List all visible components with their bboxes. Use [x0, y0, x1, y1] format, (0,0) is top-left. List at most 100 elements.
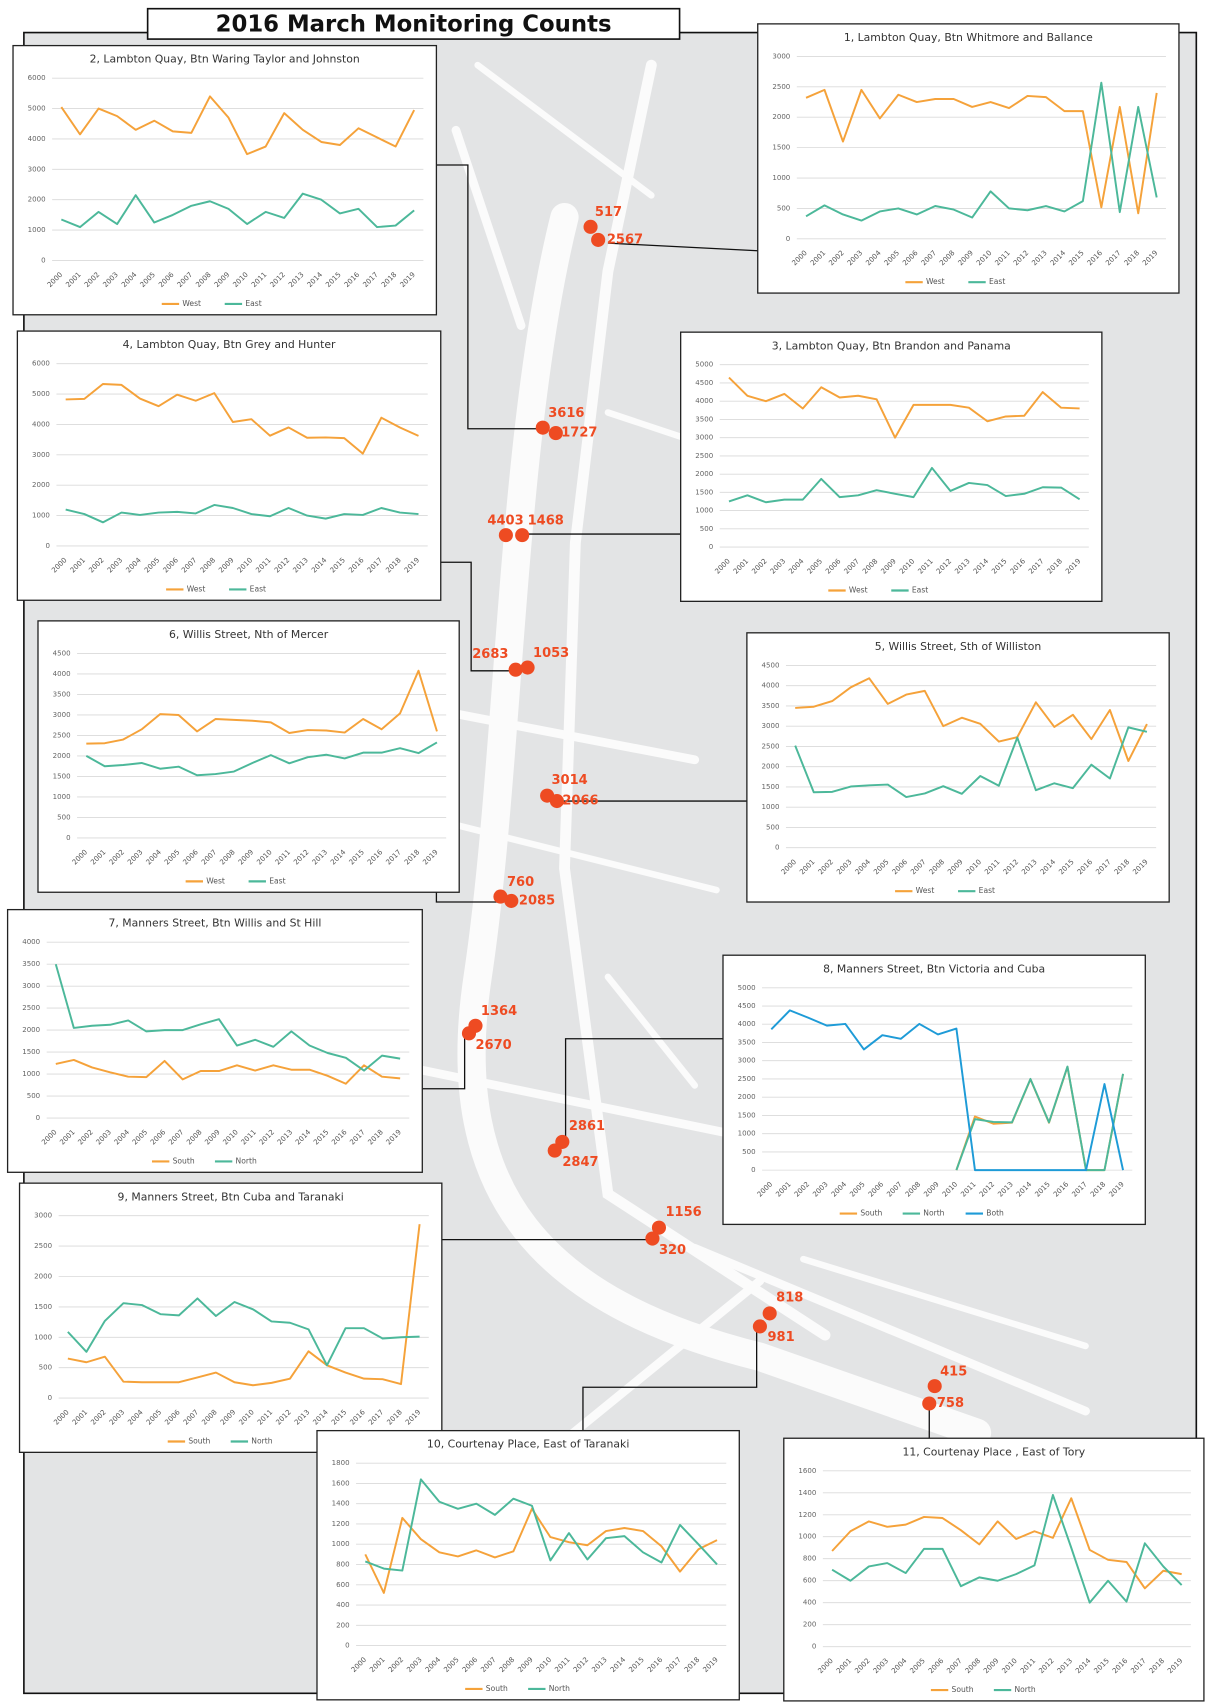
y-tick-label: 2500: [738, 1074, 756, 1083]
y-tick-label: 0: [751, 1165, 756, 1174]
count-label: 981: [768, 1330, 795, 1345]
y-tick-label: 2000: [28, 195, 46, 204]
y-tick-label: 3500: [53, 689, 71, 698]
chart-frame: [783, 1437, 1205, 1702]
y-tick-label: 1000: [772, 173, 790, 182]
y-tick-label: 500: [742, 1147, 756, 1156]
count-dot: [922, 1396, 937, 1411]
y-tick-label: 1500: [762, 782, 780, 791]
chart-panel: 10, Courtenay Place, East of Taranaki 0 20…: [316, 1429, 740, 1701]
chart-panel: 2, Lambton Quay, Btn Waring Taylor and J…: [12, 44, 438, 316]
y-tick-label: 4500: [762, 660, 780, 669]
y-tick-label: 500: [27, 1091, 41, 1100]
y-tick-label: 600: [803, 1576, 817, 1585]
series-line: [67, 1297, 420, 1367]
y-tick-label: 400: [803, 1598, 817, 1607]
count-label: 3616: [548, 406, 584, 421]
y-tick-label: 0: [786, 234, 791, 243]
y-tick-label: 0: [709, 542, 714, 551]
count-label: 2861: [569, 1119, 605, 1134]
legend-label: North: [251, 1436, 272, 1445]
count-label: 3014: [551, 773, 587, 788]
y-tick-label: 500: [777, 203, 791, 212]
count-label: 4403: [487, 514, 523, 529]
y-tick-label: 2500: [22, 1003, 40, 1012]
y-tick-label: 800: [803, 1554, 817, 1563]
y-tick-label: 2000: [53, 751, 71, 760]
count-label: 1156: [665, 1205, 701, 1220]
y-tick-label: 1500: [22, 1047, 40, 1056]
count-label: 517: [595, 205, 622, 220]
series-line: [364, 1478, 718, 1572]
series-line: [86, 669, 438, 745]
chart-frame: [12, 44, 438, 316]
y-tick-label: 1000: [695, 506, 713, 515]
series-line: [728, 376, 1080, 439]
chart-frame: [316, 1429, 740, 1701]
count-label: 2085: [519, 893, 555, 908]
y-tick-label: 2000: [762, 762, 780, 771]
y-tick-label: 1000: [28, 225, 46, 234]
y-tick-label: 500: [57, 812, 71, 821]
y-tick-label: 2000: [34, 1272, 52, 1281]
chart-title: 7, Manners Street, Btn Willis and St Hil…: [109, 917, 322, 930]
y-tick-label: 1000: [738, 1129, 756, 1138]
y-tick-label: 3500: [762, 701, 780, 710]
series-line: [67, 1224, 421, 1387]
count-dot: [549, 794, 564, 809]
y-tick-label: 1600: [332, 1478, 350, 1487]
y-tick-label: 2000: [738, 1092, 756, 1101]
count-dot: [547, 1143, 562, 1158]
chart-panel: 11, Courtenay Place , East of Tory 0 200 40…: [783, 1437, 1205, 1702]
y-tick-label: 500: [766, 822, 780, 831]
y-tick-label: 0: [775, 843, 780, 852]
y-tick-label: 3500: [695, 414, 713, 423]
y-tick-label: 1500: [34, 1302, 52, 1311]
series-line: [794, 726, 1148, 799]
y-tick-label: 4500: [695, 378, 713, 387]
series-line: [65, 503, 419, 524]
y-tick-label: 1400: [798, 1488, 816, 1497]
chart-title: 5, Willis Street, Sth of Williston: [875, 640, 1042, 653]
y-tick-label: 4500: [738, 1001, 756, 1010]
y-tick-label: 1800: [332, 1458, 350, 1467]
count-label: 760: [507, 875, 534, 890]
y-tick-label: 3000: [738, 1056, 756, 1065]
series-line: [795, 677, 1148, 762]
chart-frame: [16, 330, 442, 601]
legend-label: West: [187, 584, 206, 593]
legend-label: South: [173, 1156, 195, 1165]
count-label: 2066: [562, 794, 598, 809]
poster-title: 2016 March Monitoring Counts: [216, 11, 612, 37]
y-tick-label: 3000: [762, 721, 780, 730]
series-line: [85, 741, 438, 777]
y-tick-label: 2000: [22, 1025, 40, 1034]
count-dot: [508, 662, 523, 677]
legend-label: South: [188, 1436, 210, 1445]
y-tick-label: 0: [812, 1642, 817, 1651]
series-line: [770, 1009, 1124, 1172]
y-tick-label: 2000: [772, 112, 790, 121]
chart-frame: [746, 632, 1170, 903]
count-dot: [548, 426, 563, 441]
chart-title: 11, Courtenay Place , East of Tory: [902, 1445, 1085, 1458]
count-label: 320: [659, 1243, 686, 1258]
chart-frame: [6, 908, 423, 1173]
y-tick-label: 3000: [772, 51, 790, 60]
count-label: 2847: [562, 1155, 598, 1170]
y-tick-label: 2500: [762, 741, 780, 750]
count-dot: [498, 528, 513, 543]
y-tick-label: 1000: [762, 802, 780, 811]
series-line: [60, 95, 416, 156]
y-tick-label: 3500: [738, 1037, 756, 1046]
count-dot: [515, 528, 530, 543]
y-tick-label: 5000: [32, 389, 50, 398]
legend-label: West: [849, 585, 868, 594]
chart-frame: [37, 620, 460, 893]
y-tick-label: 2000: [695, 469, 713, 478]
count-label: 1468: [528, 514, 564, 529]
chart-panel: 5, Willis Street, Sth of Williston 0 500 10…: [746, 632, 1170, 903]
chart-title: 10, Courtenay Place, East of Taranaki: [427, 1438, 629, 1451]
connectors: [422, 164, 930, 1439]
y-tick-label: 6000: [32, 359, 50, 368]
